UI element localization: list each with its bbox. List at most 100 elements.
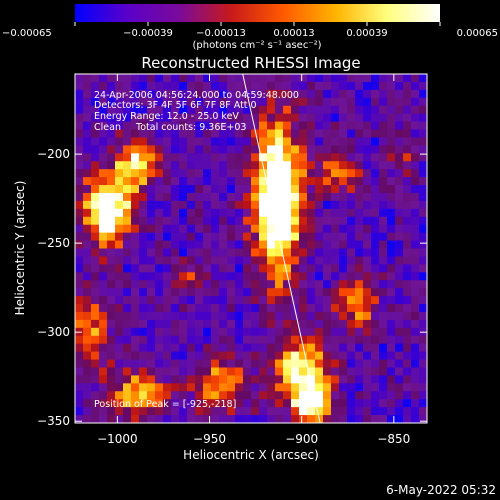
heatmap-cell xyxy=(139,248,148,258)
heatmap-cell xyxy=(243,311,252,321)
heatmap-cell xyxy=(187,391,196,400)
heatmap-cell xyxy=(139,383,148,392)
annotation-peak-position: Position of Peak = [-925,-218] xyxy=(94,399,236,410)
heatmap-cell xyxy=(115,415,124,423)
heatmap-cell xyxy=(115,208,124,218)
heatmap-cell xyxy=(259,185,268,194)
heatmap-cell xyxy=(395,161,404,170)
heatmap-cell xyxy=(379,121,388,131)
heatmap-cell xyxy=(419,81,427,91)
heatmap-cell xyxy=(379,335,388,345)
heatmap-cell xyxy=(339,81,348,91)
heatmap-cell xyxy=(299,192,308,202)
heatmap-cell xyxy=(299,415,308,423)
heatmap-cell xyxy=(139,145,148,154)
heatmap-cell xyxy=(211,327,220,337)
heatmap-cell xyxy=(187,137,196,146)
heatmap-cell xyxy=(115,391,124,400)
heatmap-cell xyxy=(211,407,220,416)
heatmap-cell xyxy=(179,177,188,186)
heatmap-cell xyxy=(259,359,268,369)
heatmap-cell xyxy=(411,97,420,107)
heatmap-cell xyxy=(411,351,420,361)
heatmap-cell xyxy=(331,113,340,123)
heatmap-image xyxy=(75,74,427,423)
heatmap-cell xyxy=(115,121,124,131)
heatmap-cell xyxy=(75,407,84,416)
heatmap-cell xyxy=(339,240,348,250)
heatmap-cell xyxy=(259,74,268,83)
heatmap-cell xyxy=(243,81,252,91)
heatmap-cell xyxy=(275,351,284,361)
heatmap-cell xyxy=(83,145,92,154)
heatmap-cell xyxy=(387,224,396,234)
heatmap-cell xyxy=(99,351,108,361)
heatmap-cell xyxy=(299,208,308,218)
heatmap-cell xyxy=(179,145,188,154)
heatmap-cell xyxy=(83,311,92,321)
heatmap-cell xyxy=(115,224,124,234)
heatmap-cell xyxy=(291,343,300,353)
heatmap-cell xyxy=(259,407,268,416)
heatmap-cell xyxy=(299,296,308,305)
heatmap-cell xyxy=(347,415,356,423)
heatmap-cell xyxy=(91,145,100,154)
heatmap-cell xyxy=(91,224,100,234)
heatmap-cell xyxy=(243,391,252,400)
heatmap-cell xyxy=(259,169,268,178)
heatmap-cell xyxy=(363,248,372,258)
heatmap-cell xyxy=(419,192,427,202)
heatmap-cell xyxy=(275,177,284,186)
heatmap-cell xyxy=(347,327,356,337)
heatmap-cell xyxy=(347,343,356,353)
heatmap-cell xyxy=(115,375,124,384)
heatmap-cell xyxy=(227,391,236,400)
heatmap-cell xyxy=(155,248,164,258)
heatmap-cell xyxy=(227,97,236,107)
heatmap-cell xyxy=(235,121,244,131)
heatmap-cell xyxy=(395,137,404,146)
heatmap-cell xyxy=(171,208,180,218)
heatmap-cell xyxy=(171,129,180,139)
heatmap-cell xyxy=(211,137,220,146)
heatmap-cell xyxy=(419,121,427,131)
heatmap-cell xyxy=(419,137,427,146)
heatmap-cell xyxy=(235,89,244,99)
heatmap-cell xyxy=(275,153,284,162)
heatmap-cell xyxy=(83,359,92,369)
heatmap-cell xyxy=(387,272,396,281)
heatmap-cell xyxy=(403,359,412,369)
heatmap-cell xyxy=(147,248,156,258)
heatmap-cell xyxy=(107,304,116,313)
heatmap-cell xyxy=(323,161,332,170)
heatmap-cell xyxy=(123,161,132,170)
heatmap-cell xyxy=(171,248,180,258)
heatmap-cell xyxy=(395,383,404,392)
heatmap-cell xyxy=(363,407,372,416)
heatmap-cell xyxy=(323,335,332,345)
heatmap-cell xyxy=(155,327,164,337)
heatmap-cell xyxy=(291,256,300,265)
heatmap-cell xyxy=(291,105,300,115)
heatmap-cell xyxy=(403,280,412,289)
heatmap-cell xyxy=(395,375,404,384)
heatmap-cell xyxy=(355,240,364,250)
heatmap-cell xyxy=(107,137,116,146)
heatmap-cell xyxy=(203,177,212,186)
heatmap-cell xyxy=(379,343,388,353)
heatmap-cell xyxy=(203,367,212,377)
heatmap-cell xyxy=(179,169,188,178)
heatmap-cell xyxy=(331,185,340,194)
heatmap-cell xyxy=(419,256,427,265)
heatmap-cell xyxy=(203,105,212,115)
heatmap-cell xyxy=(363,137,372,146)
heatmap-cell xyxy=(395,327,404,337)
heatmap-cell xyxy=(115,89,124,99)
heatmap-cell xyxy=(363,311,372,321)
heatmap-cell xyxy=(395,113,404,123)
heatmap-cell xyxy=(251,296,260,305)
heatmap-cell xyxy=(395,208,404,218)
heatmap-cell xyxy=(403,264,412,273)
heatmap-cell xyxy=(387,335,396,345)
heatmap-cell xyxy=(139,359,148,369)
